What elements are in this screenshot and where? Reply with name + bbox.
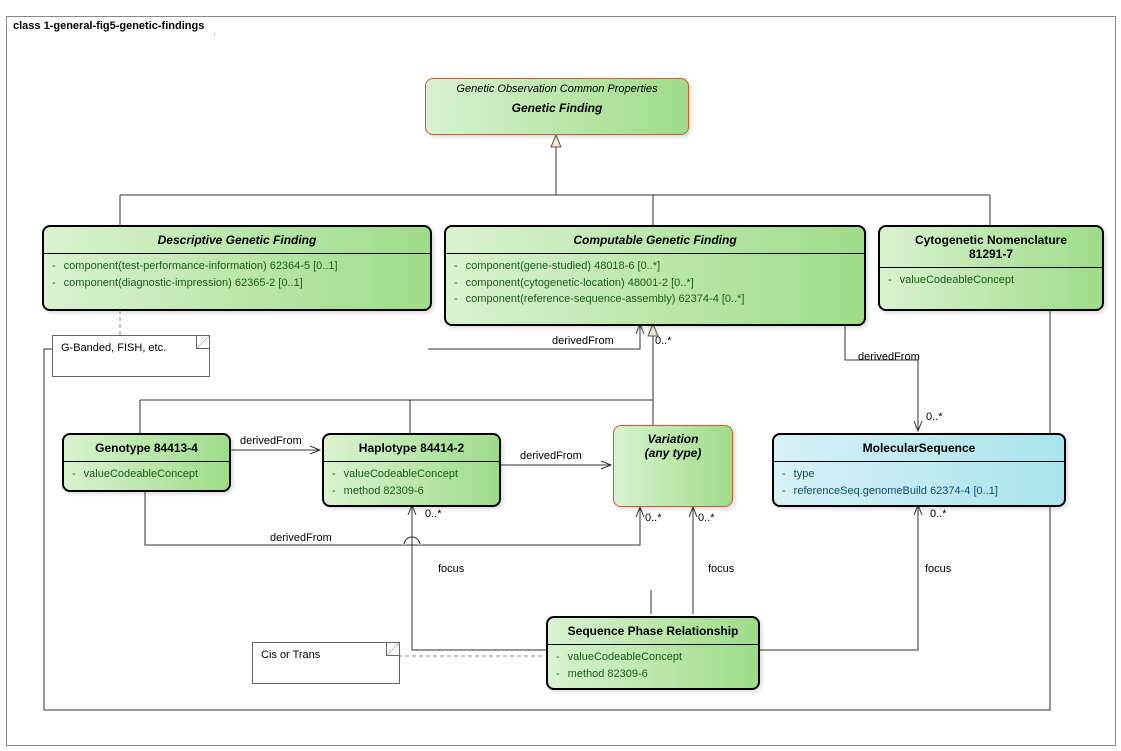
class-title: MolecularSequence [774,435,1064,461]
edge-label: 0..* [698,512,715,524]
class-attribute: -component(reference-sequence-assembly) … [454,291,856,308]
class-attribute: -component(cytogenetic-location) 48001-2… [454,275,856,292]
note-text: Cis or Trans [261,649,320,661]
edge-label: derivedFrom [552,335,614,347]
edge-label: derivedFrom [858,351,920,363]
frame-title-tab: class 1-general-fig5-genetic-findings [6,16,215,35]
class-attribute: -component(gene-studied) 48018-6 [0..*] [454,258,856,275]
class-body: -component(gene-studied) 48018-6 [0..*]-… [446,254,864,312]
note-text: G-Banded, FISH, etc. [61,342,166,354]
class-title: Genetic Finding [426,95,688,121]
edge-label: 0..* [926,411,943,423]
edge-label: derivedFrom [240,435,302,447]
class-attribute: -component(diagnostic-impression) 62365-… [52,275,422,292]
class-genotype: Genotype 84413-4 -valueCodeableConcept [62,433,231,492]
class-attribute: -type [782,466,1056,483]
class-sequence-phase-relationship: Sequence Phase Relationship-valueCodeabl… [546,616,760,690]
class-genetic-finding: Genetic Observation Common PropertiesGen… [425,78,689,135]
class-title: Haplotype 84414-2 [324,435,499,461]
edge-label: focus [925,563,951,575]
class-title: Descriptive Genetic Finding [44,227,430,253]
class-title: Genotype 84413-4 [64,435,229,461]
note-gbanded: G-Banded, FISH, etc. [52,335,210,377]
class-title: Variation(any type) [614,426,732,466]
class-body: -component(test-performance-information)… [44,254,430,295]
edge-label: focus [438,563,464,575]
class-attribute: -valueCodeableConcept [556,649,750,666]
class-haplotype: Haplotype 84414-2-valueCodeableConcept-m… [322,433,501,507]
class-body: -valueCodeableConcept-method 82309-6 [548,645,758,686]
class-title: Cytogenetic Nomenclature81291-7 [880,227,1102,267]
class-body: -type-referenceSeq.genomeBuild 62374-4 [… [774,462,1064,503]
diagram-canvas: class 1-general-fig5-genetic-findings [0,0,1121,751]
edge-label: 0..* [930,508,947,520]
edge-label: 0..* [425,508,442,520]
note-cistrans: Cis or Trans [252,642,400,684]
class-attribute: -component(test-performance-information)… [52,258,422,275]
note-fold-icon [196,336,209,349]
edge-label: 0..* [655,335,672,347]
class-attribute: -method 82309-6 [332,483,491,500]
edge-label: derivedFrom [520,450,582,462]
class-attribute: -method 82309-6 [556,666,750,683]
edge-label: focus [708,563,734,575]
class-variation: Variation(any type) [613,425,733,507]
class-title: Computable Genetic Finding [446,227,864,253]
class-attribute: -valueCodeableConcept [72,466,221,483]
class-attribute: -valueCodeableConcept [332,466,491,483]
edge-label: 0..* [645,512,662,524]
class-body: -valueCodeableConcept [64,462,229,487]
class-title: Sequence Phase Relationship [548,618,758,644]
class-body: -valueCodeableConcept [880,268,1102,293]
note-fold-icon [386,643,399,656]
class-descriptive-genetic-finding: Descriptive Genetic Finding -component(te… [42,225,432,311]
class-attribute: -referenceSeq.genomeBuild 62374-4 [0..1] [782,483,1056,500]
class-body: -valueCodeableConcept-method 82309-6 [324,462,499,503]
class-subtitle: Genetic Observation Common Properties [426,79,688,95]
class-cytogenetic-nomenclature: Cytogenetic Nomenclature81291-7 -valueCod… [878,225,1104,311]
class-molecular-sequence: MolecularSequence-type-referenceSeq.geno… [772,433,1066,507]
frame-title: class 1-general-fig5-genetic-findings [13,20,204,32]
edge-label: derivedFrom [270,532,332,544]
class-computable-genetic-finding: Computable Genetic Finding-component(gen… [444,225,866,326]
class-attribute: -valueCodeableConcept [888,272,1094,289]
